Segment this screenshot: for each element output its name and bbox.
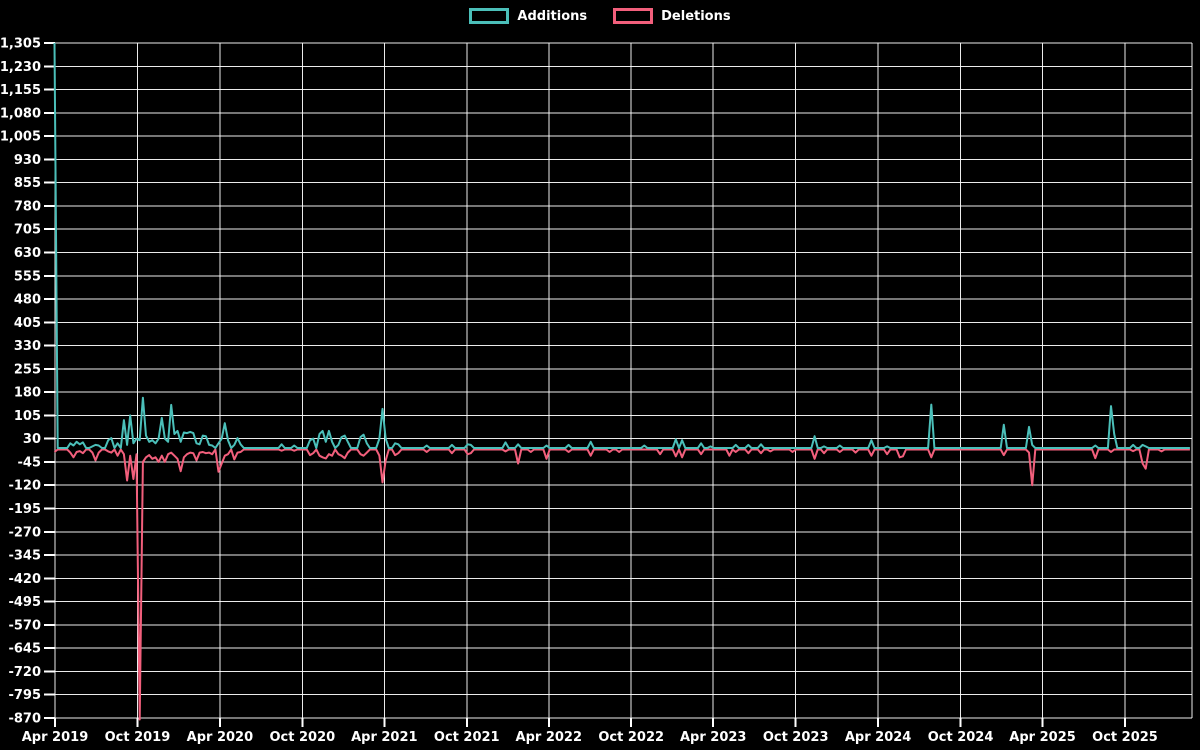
x-tick-label: Apr 2023 — [680, 730, 747, 745]
x-tick-label: Apr 2025 — [1009, 730, 1076, 745]
y-tick-label: 705 — [14, 223, 41, 238]
y-tick-label: 780 — [14, 199, 41, 214]
x-tick-label: Oct 2024 — [928, 730, 994, 745]
y-tick-label: 405 — [14, 316, 41, 331]
y-tick-label: 1,080 — [0, 106, 41, 121]
x-tick-label: Apr 2021 — [351, 730, 418, 745]
y-tick-label: 480 — [14, 293, 41, 308]
x-tick-label: Oct 2019 — [105, 730, 171, 745]
y-tick-label: -270 — [8, 525, 41, 540]
x-tick-label: Apr 2024 — [845, 730, 912, 745]
x-tick-label: Oct 2020 — [269, 730, 335, 745]
chart-legend: Additions Deletions — [0, 8, 1200, 24]
y-tick-label: 1,305 — [0, 37, 41, 52]
legend-item-additions[interactable]: Additions — [469, 8, 587, 24]
y-tick-label: -420 — [8, 572, 41, 587]
y-tick-label: -795 — [8, 688, 41, 703]
y-tick-label: -495 — [8, 595, 41, 610]
y-tick-label: 630 — [14, 246, 41, 261]
y-tick-label: 30 — [23, 432, 41, 447]
additions-series-line — [53, 42, 1190, 449]
y-tick-label: 1,005 — [0, 130, 41, 145]
deletions-series-line — [53, 448, 1190, 721]
y-tick-label: -720 — [8, 665, 41, 680]
x-tick-label: Apr 2020 — [187, 730, 254, 745]
x-tick-label: Apr 2022 — [516, 730, 583, 745]
y-tick-label: 105 — [14, 409, 41, 424]
x-tick-label: Oct 2025 — [1092, 730, 1158, 745]
x-tick-label: Oct 2021 — [434, 730, 500, 745]
y-tick-label: -870 — [8, 712, 41, 727]
y-tick-label: 1,155 — [0, 83, 41, 98]
deletions-legend-swatch — [613, 8, 654, 24]
y-tick-label: 555 — [14, 269, 41, 284]
deletions-legend-label: Deletions — [661, 8, 731, 24]
additions-legend-label: Additions — [517, 8, 588, 24]
additions-legend-swatch — [469, 8, 510, 24]
y-tick-label: -45 — [18, 455, 42, 470]
y-tick-label: -345 — [8, 549, 41, 564]
y-tick-label: 255 — [14, 362, 41, 377]
x-tick-label: Oct 2023 — [763, 730, 829, 745]
y-tick-label: 330 — [14, 339, 41, 354]
legend-item-deletions[interactable]: Deletions — [613, 8, 731, 24]
y-tick-label: -120 — [8, 479, 41, 494]
y-tick-label: -570 — [8, 618, 41, 633]
x-tick-label: Oct 2022 — [598, 730, 664, 745]
y-tick-label: 930 — [14, 153, 41, 168]
y-tick-label: -645 — [8, 642, 41, 657]
y-tick-label: -195 — [8, 502, 41, 517]
y-tick-label: 1,230 — [0, 60, 41, 75]
y-tick-label: 855 — [14, 176, 41, 191]
y-tick-label: 180 — [14, 386, 41, 401]
x-tick-label: Apr 2019 — [22, 730, 89, 745]
